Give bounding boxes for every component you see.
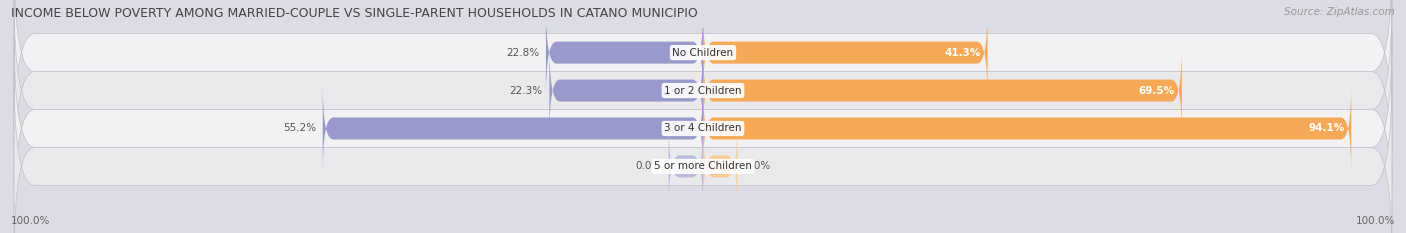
Text: 94.1%: 94.1% — [1308, 123, 1344, 134]
Text: 22.8%: 22.8% — [506, 48, 538, 58]
Text: 0.0%: 0.0% — [636, 161, 662, 171]
Text: 0.0%: 0.0% — [744, 161, 770, 171]
FancyBboxPatch shape — [703, 120, 738, 212]
FancyBboxPatch shape — [546, 7, 703, 99]
Text: 5 or more Children: 5 or more Children — [654, 161, 752, 171]
FancyBboxPatch shape — [703, 7, 987, 99]
Text: 100.0%: 100.0% — [1355, 216, 1395, 226]
Text: 1 or 2 Children: 1 or 2 Children — [664, 86, 742, 96]
Text: 22.3%: 22.3% — [509, 86, 543, 96]
Text: 41.3%: 41.3% — [945, 48, 980, 58]
FancyBboxPatch shape — [669, 120, 703, 212]
FancyBboxPatch shape — [14, 34, 1392, 223]
FancyBboxPatch shape — [14, 72, 1392, 233]
Text: 100.0%: 100.0% — [11, 216, 51, 226]
Text: Source: ZipAtlas.com: Source: ZipAtlas.com — [1284, 7, 1395, 17]
Text: 55.2%: 55.2% — [283, 123, 316, 134]
Text: No Children: No Children — [672, 48, 734, 58]
FancyBboxPatch shape — [14, 0, 1392, 147]
Text: 69.5%: 69.5% — [1139, 86, 1175, 96]
FancyBboxPatch shape — [703, 45, 1182, 137]
FancyBboxPatch shape — [14, 0, 1392, 185]
FancyBboxPatch shape — [703, 82, 1351, 174]
FancyBboxPatch shape — [323, 82, 703, 174]
Text: 3 or 4 Children: 3 or 4 Children — [664, 123, 742, 134]
FancyBboxPatch shape — [550, 45, 703, 137]
Text: INCOME BELOW POVERTY AMONG MARRIED-COUPLE VS SINGLE-PARENT HOUSEHOLDS IN CATANO : INCOME BELOW POVERTY AMONG MARRIED-COUPL… — [11, 7, 697, 20]
